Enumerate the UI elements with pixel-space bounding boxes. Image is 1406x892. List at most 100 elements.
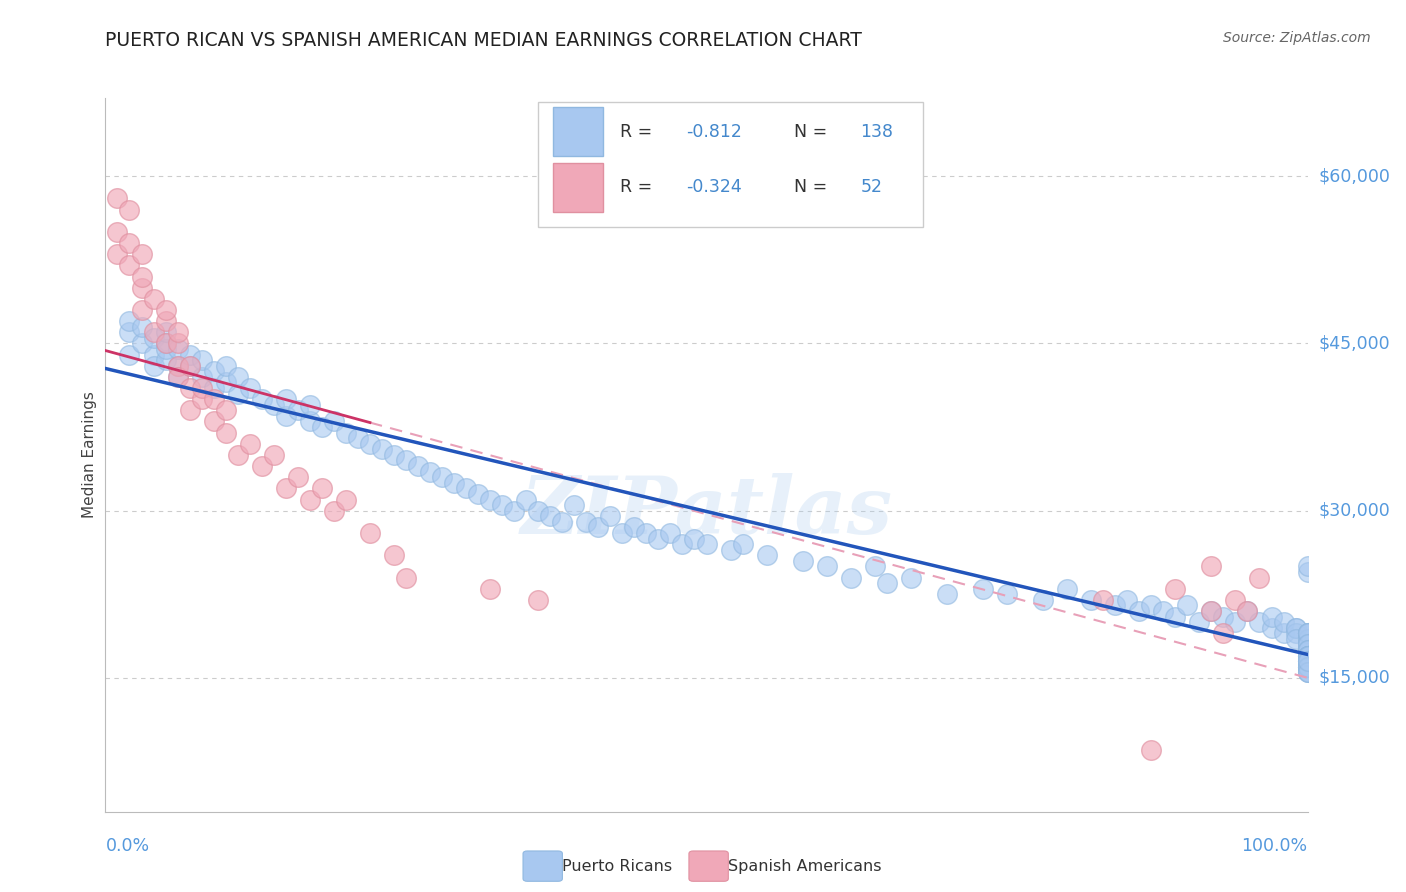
Point bbox=[430, 470, 453, 484]
Point bbox=[250, 392, 273, 407]
Point bbox=[588, 520, 610, 534]
Point bbox=[1296, 654, 1319, 668]
Point bbox=[202, 364, 225, 378]
Point bbox=[1272, 615, 1295, 630]
Point bbox=[298, 414, 321, 429]
Point bbox=[166, 369, 188, 384]
Point bbox=[190, 392, 212, 407]
Point bbox=[263, 448, 285, 462]
Point bbox=[1116, 592, 1139, 607]
Point bbox=[936, 587, 959, 601]
Point bbox=[1249, 615, 1271, 630]
Text: Source: ZipAtlas.com: Source: ZipAtlas.com bbox=[1223, 31, 1371, 45]
Point bbox=[118, 259, 141, 273]
Point bbox=[202, 381, 225, 395]
Point bbox=[1032, 592, 1054, 607]
Point bbox=[107, 247, 129, 261]
Point bbox=[467, 487, 489, 501]
Point bbox=[142, 359, 165, 373]
Point bbox=[179, 359, 201, 373]
Point bbox=[1296, 648, 1319, 663]
Point bbox=[1212, 609, 1234, 624]
Point bbox=[406, 458, 429, 473]
Point bbox=[1175, 599, 1198, 613]
Point bbox=[636, 526, 658, 541]
Point bbox=[1296, 632, 1319, 646]
Text: $60,000: $60,000 bbox=[1319, 167, 1391, 186]
Point bbox=[190, 369, 212, 384]
Point bbox=[190, 381, 212, 395]
Point bbox=[1164, 609, 1187, 624]
Point bbox=[1296, 654, 1319, 668]
Point bbox=[1225, 615, 1247, 630]
Text: ZIPatlas: ZIPatlas bbox=[520, 474, 893, 550]
Point bbox=[995, 587, 1018, 601]
Point bbox=[659, 526, 682, 541]
Point bbox=[250, 458, 273, 473]
Point bbox=[1056, 582, 1078, 596]
Point bbox=[479, 492, 502, 507]
Point bbox=[311, 420, 333, 434]
Point bbox=[226, 386, 249, 401]
Point bbox=[1296, 648, 1319, 663]
Text: R =: R = bbox=[620, 178, 658, 196]
Point bbox=[107, 225, 129, 239]
Point bbox=[179, 359, 201, 373]
Point bbox=[1296, 559, 1319, 574]
Point bbox=[1296, 648, 1319, 663]
Point bbox=[142, 347, 165, 362]
Point bbox=[696, 537, 718, 551]
Point bbox=[1296, 654, 1319, 668]
Point bbox=[274, 392, 297, 407]
Point bbox=[395, 571, 418, 585]
Text: -0.324: -0.324 bbox=[686, 178, 742, 196]
Point bbox=[239, 381, 262, 395]
Point bbox=[214, 376, 236, 390]
Point bbox=[166, 336, 188, 351]
Point bbox=[347, 431, 370, 445]
Point bbox=[612, 526, 634, 541]
Point bbox=[1296, 637, 1319, 651]
Text: R =: R = bbox=[620, 123, 658, 141]
Point bbox=[1296, 626, 1319, 640]
Point bbox=[1225, 592, 1247, 607]
Point bbox=[671, 537, 693, 551]
Point bbox=[623, 520, 645, 534]
Point bbox=[298, 492, 321, 507]
Point bbox=[1188, 615, 1211, 630]
Text: $30,000: $30,000 bbox=[1319, 501, 1391, 520]
Point bbox=[166, 325, 188, 339]
Point bbox=[1140, 599, 1163, 613]
Text: 138: 138 bbox=[860, 123, 893, 141]
Point bbox=[1284, 621, 1306, 635]
Point bbox=[1201, 559, 1223, 574]
Point bbox=[214, 359, 236, 373]
Point bbox=[1201, 604, 1223, 618]
Point bbox=[900, 571, 922, 585]
Point bbox=[527, 592, 550, 607]
Point bbox=[551, 515, 574, 529]
Point bbox=[1296, 643, 1319, 657]
Point bbox=[1296, 626, 1319, 640]
Point bbox=[1296, 654, 1319, 668]
Point bbox=[1296, 660, 1319, 674]
Point bbox=[131, 269, 153, 284]
Text: 100.0%: 100.0% bbox=[1241, 837, 1308, 855]
Point bbox=[755, 548, 778, 563]
Point bbox=[190, 353, 212, 368]
Point bbox=[131, 336, 153, 351]
Point bbox=[359, 436, 381, 450]
Point bbox=[118, 202, 141, 217]
Point bbox=[1296, 648, 1319, 663]
Point bbox=[166, 342, 188, 356]
Point bbox=[1140, 743, 1163, 757]
Point bbox=[599, 509, 621, 524]
Text: Puerto Ricans: Puerto Ricans bbox=[562, 859, 672, 873]
Point bbox=[1296, 660, 1319, 674]
Point bbox=[1296, 654, 1319, 668]
Point bbox=[166, 359, 188, 373]
Point bbox=[179, 403, 201, 417]
Point bbox=[298, 398, 321, 412]
Point bbox=[155, 342, 177, 356]
Point bbox=[1296, 665, 1319, 680]
